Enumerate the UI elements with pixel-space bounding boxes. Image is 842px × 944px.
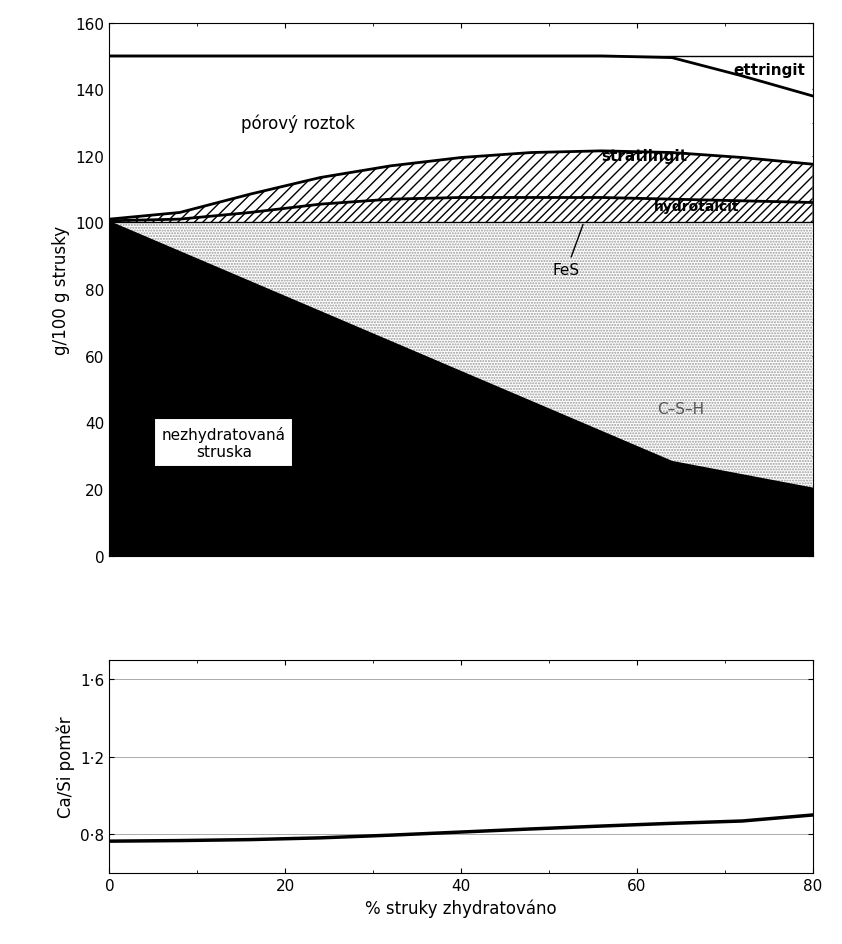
Text: pórový roztok: pórový roztok <box>242 114 355 133</box>
X-axis label: % struky zhydratováno: % struky zhydratováno <box>365 899 557 917</box>
Text: FeS: FeS <box>553 226 583 278</box>
Text: C–S–H: C–S–H <box>657 402 704 417</box>
Y-axis label: g/100 g strusky: g/100 g strusky <box>52 226 70 354</box>
Text: hydrotalcit: hydrotalcit <box>654 199 740 213</box>
Text: ettringit: ettringit <box>733 62 805 77</box>
Text: nezhydratovaná
struska: nezhydratovaná struska <box>162 426 285 460</box>
Y-axis label: Ca/Si poměr: Ca/Si poměr <box>56 716 75 818</box>
Text: stratlingit: stratlingit <box>601 149 688 164</box>
